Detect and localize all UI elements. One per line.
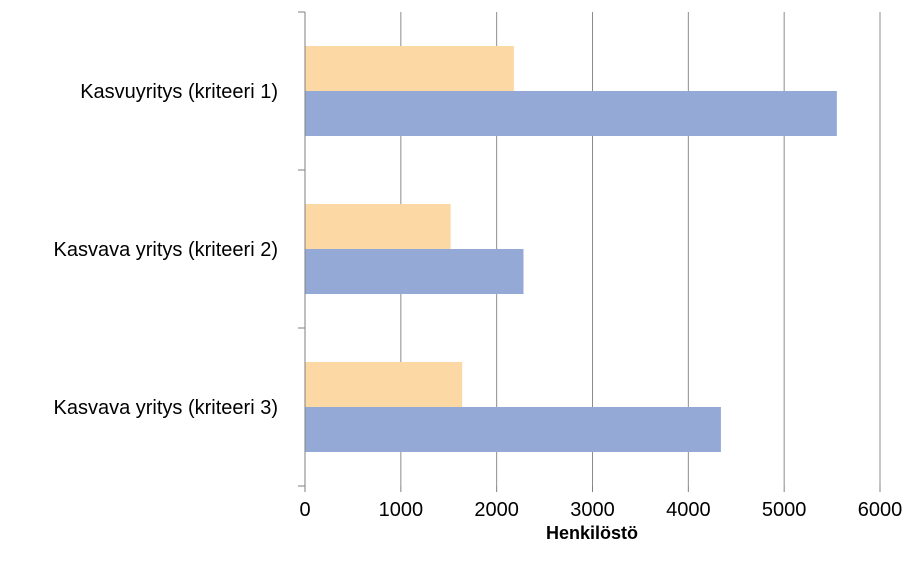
x-tick-label: 4000 <box>666 499 711 521</box>
x-tick-label: 3000 <box>570 499 615 521</box>
bars <box>305 46 837 452</box>
x-axis-title: Henkilöstö <box>546 523 638 543</box>
bar <box>305 91 837 136</box>
category-label: Kasvuyritys (kriteeri 1) <box>80 81 278 103</box>
x-tick-label: 0 <box>299 499 310 521</box>
category-label: Kasvava yritys (kriteeri 2) <box>54 239 279 261</box>
x-tick-label: 1000 <box>379 499 424 521</box>
y-axis-ticks <box>298 11 305 487</box>
category-label: Kasvava yritys (kriteeri 3) <box>54 397 279 419</box>
x-tick-label: 5000 <box>762 499 807 521</box>
x-axis-ticks: 0 1000 2000 3000 4000 5000 6000 <box>299 486 902 521</box>
category-labels: Kasvuyritys (kriteeri 1) Kasvava yritys (… <box>54 81 279 419</box>
bar <box>305 407 721 452</box>
bar <box>305 249 524 294</box>
x-tick-label: 6000 <box>858 499 903 521</box>
bar <box>305 46 514 91</box>
bar <box>305 362 463 407</box>
x-tick-label: 2000 <box>474 499 519 521</box>
bar <box>305 204 451 249</box>
